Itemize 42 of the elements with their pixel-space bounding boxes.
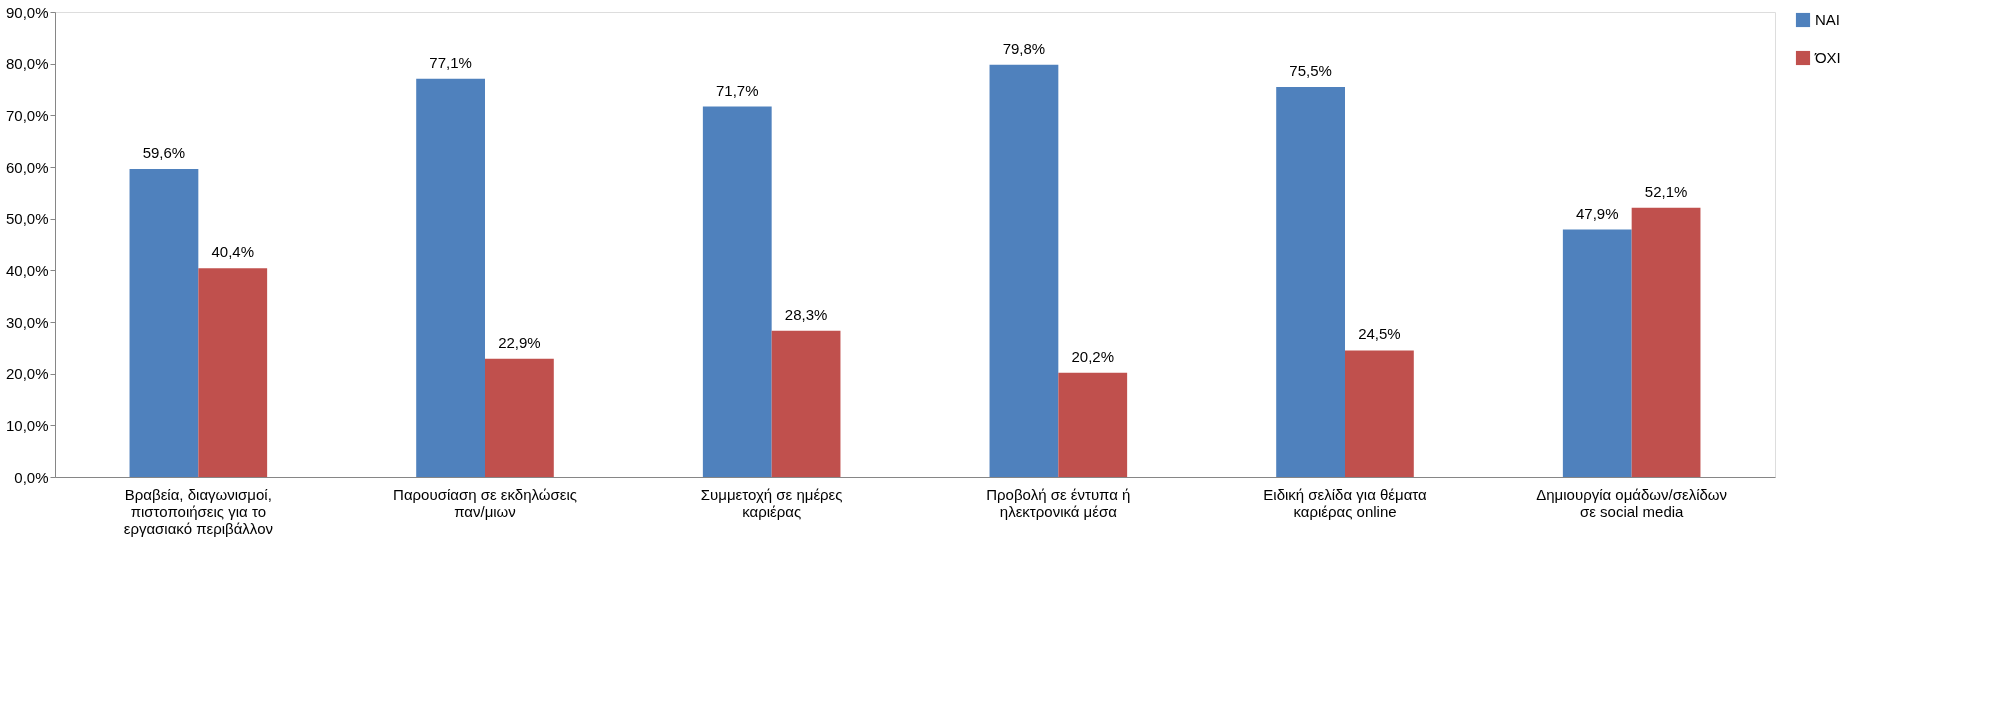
data-label: 20,2% (1071, 347, 1115, 365)
bar (1345, 350, 1414, 477)
bar (198, 268, 268, 477)
y-tick-label: 40,0% (5, 261, 49, 279)
x-tick-label: Παρουσίαση σε εκδηλώσεις παν/μιων (393, 485, 577, 520)
y-tick-label: 10,0% (5, 416, 49, 434)
y-tick-label: 50,0% (5, 210, 49, 228)
legend-label: ΌΧΙ (1814, 49, 1841, 66)
y-tick-label: 70,0% (5, 106, 49, 124)
data-label: 40,4% (211, 243, 255, 261)
bar (416, 78, 485, 477)
data-label: 59,6% (142, 144, 186, 162)
y-tick-label: 20,0% (5, 365, 49, 383)
data-label: 22,9% (498, 333, 541, 351)
y-tick-label: 60,0% (5, 158, 49, 176)
data-label: 28,3% (784, 305, 828, 323)
bar (129, 169, 199, 477)
data-label: 52,1% (1644, 182, 1688, 200)
data-label: 47,9% (1575, 204, 1619, 222)
bar (1058, 372, 1128, 477)
y-tick-label: 90,0% (5, 3, 49, 21)
bar (989, 64, 1059, 477)
bar (702, 106, 772, 477)
bar (1562, 229, 1632, 477)
x-tick-label: Ειδική σελίδα για θέματα καριέρας online (1263, 485, 1428, 520)
legend-label: ΝΑΙ (1815, 11, 1841, 28)
x-tick-label: Βραβεία, διαγωνισμοί, πιστοποιήσεις για το εργασιακό περιβάλλον (123, 485, 273, 537)
x-tick-label: Προβολή σε έντυπα ή ηλεκτρονικά μέσα (986, 485, 1131, 520)
bar (1276, 86, 1345, 477)
x-tick-label: Συμμετοχή σε ημέρες καριέρας (700, 485, 843, 520)
data-label: 75,5% (1289, 61, 1332, 79)
y-tick-label: 30,0% (5, 313, 49, 331)
data-label: 77,1% (429, 53, 472, 71)
bar (485, 358, 554, 477)
x-tick-label: Δημιουργία ομάδων/σελίδων σε social media (1536, 485, 1728, 520)
y-tick-label: 80,0% (5, 55, 49, 73)
bar (771, 330, 841, 477)
data-label: 71,7% (715, 81, 759, 99)
data-label: 24,5% (1358, 325, 1401, 343)
y-tick-label: 0,0% (14, 468, 49, 486)
bar (1631, 207, 1701, 477)
data-label: 79,8% (1002, 39, 1046, 57)
